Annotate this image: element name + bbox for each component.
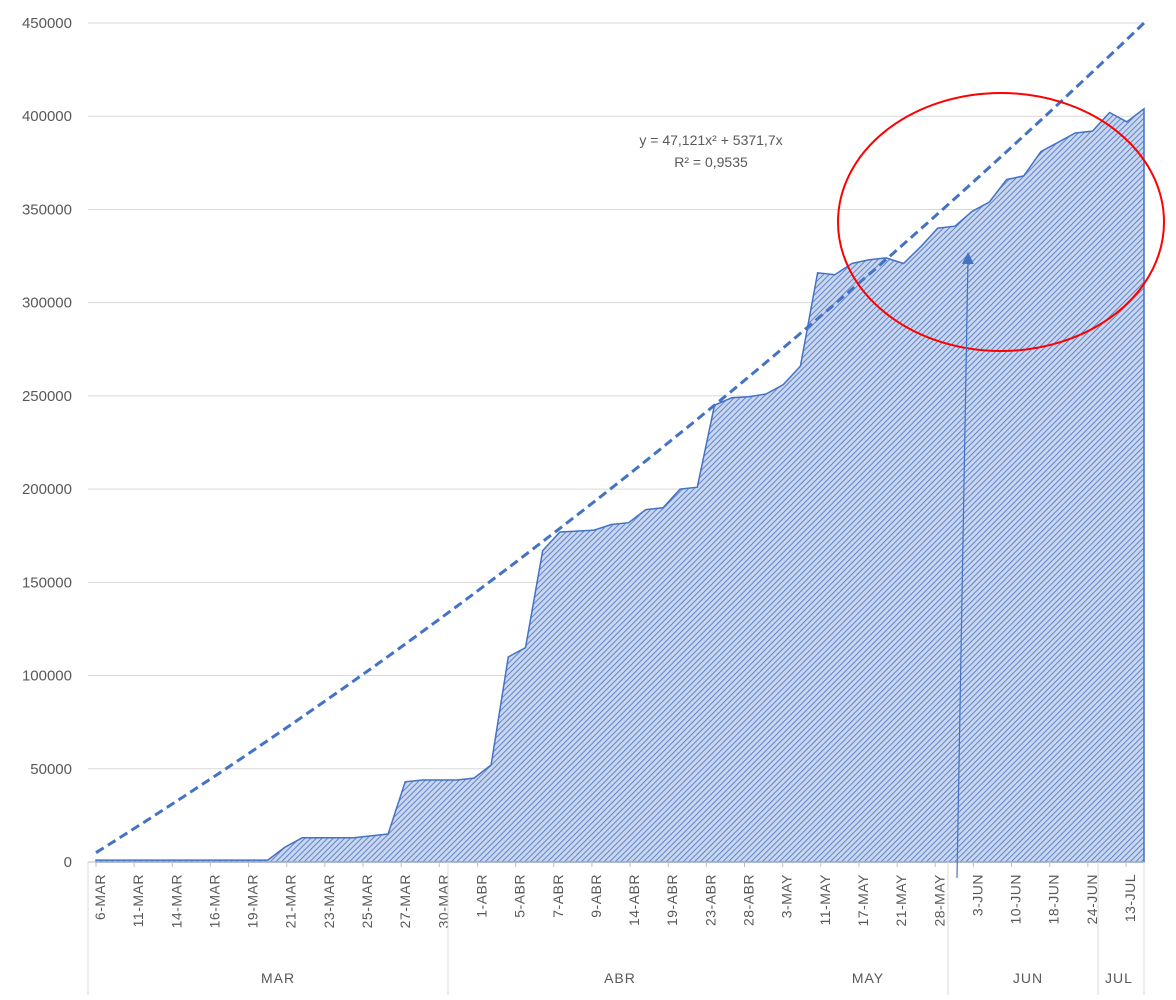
- y-tick-label: 300000: [22, 295, 72, 312]
- x-tick-label: 28-ABR: [741, 874, 757, 926]
- y-tick-label: 350000: [22, 201, 72, 218]
- x-tick-label: 23-MAR: [321, 874, 337, 928]
- highlight-ellipse: [837, 92, 1165, 352]
- gridlines: [88, 22, 1144, 770]
- x-tick-label: 7-ABR: [550, 874, 566, 918]
- x-tick-label: 17-MAY: [855, 874, 871, 927]
- x-tick-label: 30-MAR: [435, 874, 451, 928]
- x-tick-label: 21-MAY: [893, 874, 909, 927]
- x-tick-label: 1-ABR: [473, 874, 489, 918]
- x-tick-label: 14-MAR: [168, 874, 184, 928]
- x-tick-label: 10-JUN: [1008, 874, 1024, 924]
- x-tick-label: 19-MAR: [245, 874, 261, 928]
- x-tick-label: 13-JUL: [1122, 874, 1138, 922]
- month-label: JUN: [1013, 970, 1043, 986]
- y-tick-label: 50000: [30, 761, 72, 778]
- y-tick-label: 200000: [22, 481, 72, 498]
- x-tick-label: 3-JUN: [969, 874, 985, 916]
- x-tick-label: 3-MAY: [779, 874, 795, 918]
- y-tick-label: 100000: [22, 668, 72, 685]
- x-tick-label: 25-MAR: [359, 874, 375, 928]
- x-tick-label: 19-ABR: [664, 874, 680, 926]
- month-label: ABR: [604, 970, 636, 986]
- x-tick-label: 21-MAR: [283, 874, 299, 928]
- x-tick-label: 27-MAR: [397, 874, 413, 928]
- x-tick-label: 9-ABR: [588, 874, 604, 918]
- month-labels: MAR ABR MAY JUN JUL: [87, 862, 1145, 995]
- month-label: MAR: [261, 970, 295, 986]
- x-tick-label: 16-MAR: [206, 874, 222, 928]
- x-tick-label: 11-MAR: [130, 874, 146, 927]
- x-tick-label: 14-ABR: [626, 874, 642, 926]
- x-tick-label: 6-MAR: [92, 874, 108, 920]
- trendline-r-squared: R² = 0,9535: [674, 154, 748, 170]
- x-tick-label: 5-ABR: [512, 874, 528, 918]
- x-tick-label: 23-ABR: [702, 874, 718, 926]
- y-axis: 0 50000 100000 150000 200000 250000 300000 3500…: [22, 15, 72, 871]
- annotation-arrow: [956, 252, 974, 879]
- x-axis: 6-MAR 11-MAR 14-MAR 16-MAR 19-MAR 21-MAR 23-MA…: [92, 862, 1138, 928]
- y-tick-label: 250000: [22, 388, 72, 405]
- y-tick-label: 400000: [22, 108, 72, 125]
- x-tick-label: 24-JUN: [1084, 874, 1100, 924]
- x-tick-label: 28-MAY: [931, 874, 947, 927]
- trendline-equation: y = 47,121x² + 5371,7x: [639, 132, 782, 148]
- month-label: MAY: [852, 970, 884, 986]
- area-series: [95, 107, 1145, 863]
- y-tick-label: 0: [64, 854, 72, 871]
- y-tick-label: 150000: [22, 574, 72, 591]
- month-label: JUL: [1105, 970, 1133, 986]
- y-tick-label: 450000: [22, 15, 72, 32]
- x-tick-label: 18-JUN: [1046, 874, 1062, 924]
- x-tick-label: 11-MAY: [817, 874, 833, 926]
